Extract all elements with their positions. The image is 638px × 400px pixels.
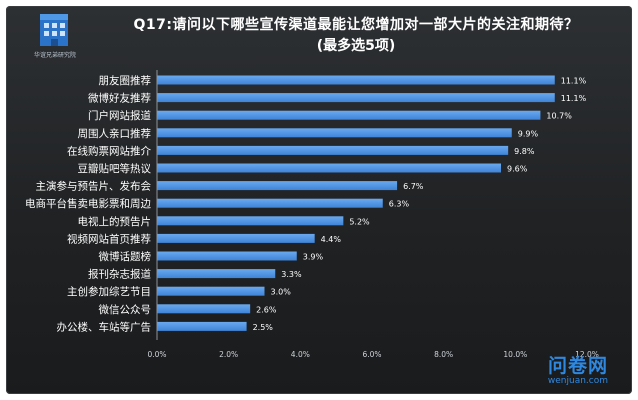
bar [157,233,315,243]
value-label: 11.1% [561,94,587,103]
category-label: 主演参与预告片、发布会 [36,180,152,193]
value-label: 10.7% [546,112,572,121]
bar [157,269,276,279]
value-label: 9.8% [514,147,535,156]
watermark-domain: wenjuan.com [547,376,608,386]
value-label: 5.2% [349,217,370,226]
value-label: 2.5% [253,323,274,332]
category-label: 朋友圈推荐 [99,74,152,87]
watermark-brand: 问卷网 [547,355,608,377]
category-label: 门户网站报道 [88,109,151,122]
x-tick-label: 10.0% [503,350,527,359]
value-label: 6.7% [403,182,424,191]
value-label: 11.1% [561,77,587,86]
value-label: 3.3% [281,270,302,279]
category-label: 视频网站首页推荐 [67,232,151,245]
bar [157,304,251,314]
category-label: 电商平台售卖电影票和周边 [25,197,151,210]
bar [157,93,555,103]
bar [157,216,344,226]
value-label: 3.9% [303,253,324,262]
category-label: 微信公众号 [99,303,152,316]
value-label: 3.0% [271,288,292,297]
category-label: 微博好友推荐 [88,92,151,105]
category-label: 微博话题榜 [99,250,152,263]
bar [157,198,383,208]
x-tick-label: 12.0% [575,350,599,359]
bar [157,145,509,155]
bar [157,251,297,261]
x-tick-label: 2.0% [219,350,238,359]
bar [157,286,265,296]
logo-caption: 华谊兄弟研究院 [33,52,76,59]
category-label: 豆瓣贴吧等热议 [78,162,152,175]
category-label: 办公楼、车站等广告 [57,320,152,333]
chart-title-line2: (最多选5项) [316,38,396,54]
value-label: 2.6% [256,305,277,314]
x-tick-label: 4.0% [291,350,310,359]
value-label: 9.6% [507,165,528,174]
category-label: 报刊杂志报道 [88,268,151,281]
bar [157,163,501,173]
chart-title-line1: Q17:请问以下哪些宣传渠道最能让您增加对一部大片的关注和期待？ [133,17,579,33]
category-label: 电视上的预告片 [78,215,152,228]
watermark: 问卷网 wenjuan.com [548,356,608,386]
bar [157,128,512,138]
bar [157,75,555,85]
value-label: 9.9% [518,129,539,138]
x-tick-label: 8.0% [434,350,453,359]
bar [157,110,541,120]
value-label: 4.4% [321,235,342,244]
building-logo-icon [40,14,68,46]
x-tick-label: 6.0% [362,350,381,359]
category-label: 周围人亲口推荐 [78,127,152,140]
category-label: 主创参加综艺节目 [67,285,151,298]
x-tick-label: 0.0% [147,350,166,359]
bar [157,181,398,191]
value-label: 6.3% [389,200,410,209]
category-label: 在线购票网站推介 [67,144,151,157]
bar [157,321,247,331]
